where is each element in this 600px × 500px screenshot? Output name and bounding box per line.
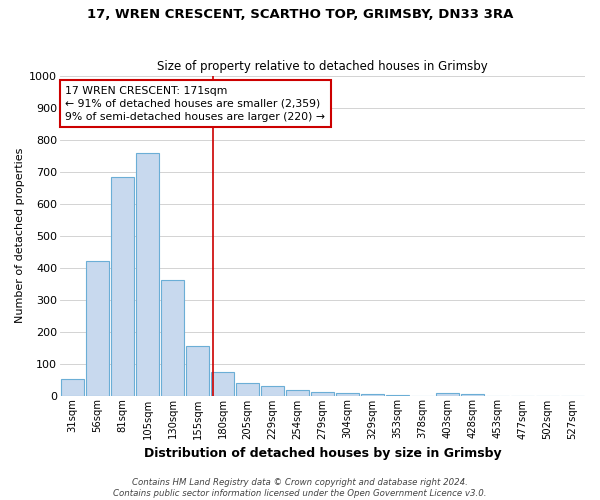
Bar — [260, 386, 284, 396]
Bar — [110, 178, 134, 396]
Y-axis label: Number of detached properties: Number of detached properties — [15, 148, 25, 324]
Bar — [236, 382, 259, 396]
Bar — [335, 392, 359, 396]
Text: 17, WREN CRESCENT, SCARTHO TOP, GRIMSBY, DN33 3RA: 17, WREN CRESCENT, SCARTHO TOP, GRIMSBY,… — [87, 8, 513, 20]
Bar — [361, 394, 385, 396]
Bar — [185, 346, 209, 396]
Bar — [61, 379, 85, 396]
Bar — [161, 280, 184, 396]
Bar — [86, 260, 109, 396]
Bar — [386, 394, 409, 396]
Title: Size of property relative to detached houses in Grimsby: Size of property relative to detached ho… — [157, 60, 488, 74]
Text: Contains HM Land Registry data © Crown copyright and database right 2024.
Contai: Contains HM Land Registry data © Crown c… — [113, 478, 487, 498]
Bar — [311, 392, 334, 396]
Bar — [436, 393, 460, 396]
Bar — [136, 154, 160, 396]
Text: 17 WREN CRESCENT: 171sqm
← 91% of detached houses are smaller (2,359)
9% of semi: 17 WREN CRESCENT: 171sqm ← 91% of detach… — [65, 86, 325, 122]
Bar — [211, 372, 235, 396]
Bar — [286, 390, 310, 396]
X-axis label: Distribution of detached houses by size in Grimsby: Distribution of detached houses by size … — [143, 447, 501, 460]
Bar — [461, 394, 484, 396]
